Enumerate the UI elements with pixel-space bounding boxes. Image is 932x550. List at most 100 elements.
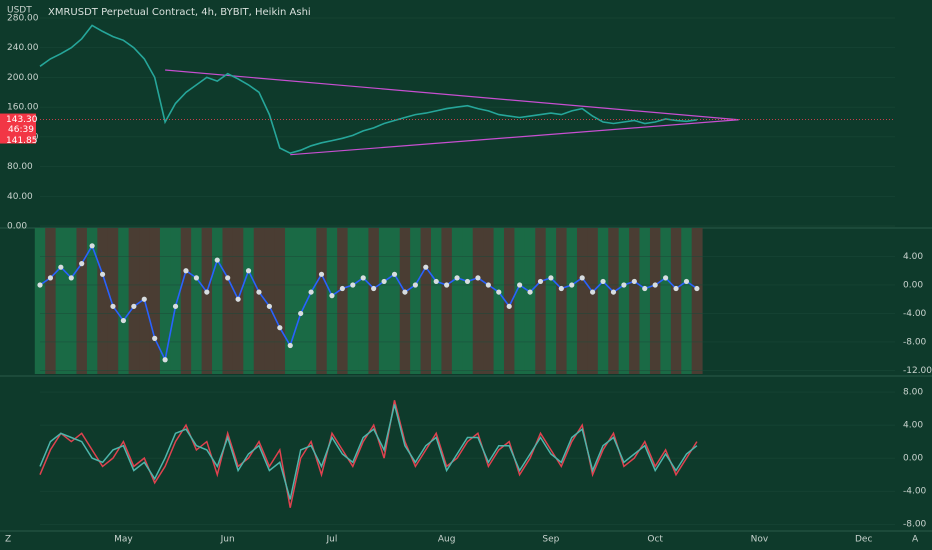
oscillator-dot bbox=[381, 278, 387, 285]
oscillator-dot bbox=[339, 285, 345, 292]
x-tick-label: Nov bbox=[751, 535, 769, 545]
y-tick-label: 80.00 bbox=[7, 162, 33, 172]
oscillator-dot bbox=[318, 271, 325, 277]
oscillator-line bbox=[39, 243, 698, 363]
background-stripe bbox=[451, 228, 463, 374]
oscillator-dot bbox=[506, 303, 512, 309]
oscillator-dot bbox=[47, 275, 54, 281]
oscillator-dot bbox=[266, 303, 272, 309]
oscillator-dot bbox=[652, 282, 658, 288]
chart-title: XMRUSDT Perpetual Contract, 4h, BYBIT, H… bbox=[48, 7, 311, 18]
background-stripe bbox=[170, 228, 182, 374]
prev-close-label: 141.85 bbox=[6, 136, 38, 146]
oscillator-dot bbox=[360, 275, 366, 281]
background-stripe bbox=[493, 228, 505, 374]
background-stripe bbox=[566, 228, 578, 374]
oscillator-dot bbox=[256, 289, 262, 295]
oscillator-dot bbox=[308, 289, 314, 295]
background-stripe bbox=[358, 228, 369, 374]
background-stripe bbox=[691, 228, 703, 374]
oscillator-dot bbox=[569, 282, 575, 288]
background-stripe bbox=[535, 228, 547, 374]
background-stripe bbox=[55, 228, 67, 374]
y-tick-label: -12.00 bbox=[903, 366, 932, 376]
trendline bbox=[165, 69, 739, 121]
background-stripe bbox=[514, 228, 526, 374]
background-stripe bbox=[378, 228, 390, 374]
background-stripe bbox=[149, 228, 161, 374]
background-stripe bbox=[305, 228, 317, 374]
background-stripe bbox=[159, 228, 171, 374]
oscillator-dot bbox=[517, 282, 523, 288]
oscillator-dot bbox=[423, 264, 429, 270]
oscillator-dot bbox=[245, 268, 252, 274]
oscillator-dot bbox=[454, 275, 460, 281]
oscillator-dot bbox=[120, 317, 127, 324]
background-stripe bbox=[410, 228, 422, 374]
oscillator-dot bbox=[402, 289, 408, 295]
oscillator-dot bbox=[172, 303, 179, 309]
y-tick-label: 0.00 bbox=[903, 280, 923, 290]
oscillator-dot bbox=[204, 289, 210, 295]
oscillator-dot bbox=[214, 257, 220, 263]
oscillator-dot bbox=[58, 264, 64, 270]
background-stripe bbox=[326, 228, 338, 374]
oscillator-dot bbox=[694, 285, 700, 292]
background-stripe bbox=[472, 228, 484, 374]
oscillator-dot bbox=[621, 282, 627, 288]
trendline bbox=[290, 119, 739, 156]
last-price-label: 143.30 bbox=[6, 115, 38, 125]
oscillator-dot bbox=[371, 285, 377, 292]
background-stripe bbox=[201, 228, 213, 374]
x-tick-label: Dec bbox=[855, 535, 872, 545]
oscillator-dot bbox=[287, 342, 293, 349]
background-stripe bbox=[97, 228, 109, 374]
oscillator-dot bbox=[89, 243, 95, 249]
oscillator-dot bbox=[642, 285, 648, 292]
oscillator-dot bbox=[298, 310, 304, 317]
background-stripe bbox=[629, 228, 641, 374]
background-stripe bbox=[462, 228, 474, 374]
oscillator-dot bbox=[433, 278, 439, 285]
background-stripe bbox=[212, 228, 223, 374]
y-tick-label: 0.00 bbox=[7, 222, 27, 232]
price-line bbox=[39, 24, 698, 155]
oscillator-dot bbox=[141, 296, 147, 302]
y-tick-label: 8.00 bbox=[903, 388, 923, 398]
x-tick-label: Aug bbox=[438, 535, 456, 545]
y-tick-label: -4.00 bbox=[903, 487, 927, 497]
oscillator-dot bbox=[548, 275, 554, 281]
y-tick-label: 4.00 bbox=[903, 252, 923, 262]
x-tick-label: Jul bbox=[326, 535, 338, 545]
background-stripe bbox=[608, 228, 620, 374]
currency-label: USDT bbox=[7, 6, 32, 16]
oscillator-dot bbox=[79, 261, 85, 267]
background-stripe bbox=[337, 228, 349, 374]
background-stripe bbox=[118, 228, 130, 374]
background-stripe bbox=[285, 228, 296, 374]
y-tick-label: -4.00 bbox=[903, 309, 927, 319]
y-tick-label: 280.00 bbox=[7, 14, 39, 24]
oscillator-dot bbox=[444, 282, 450, 288]
background-stripe bbox=[660, 228, 672, 374]
background-stripe bbox=[347, 228, 359, 374]
background-stripe bbox=[316, 228, 328, 374]
oscillator-dot bbox=[558, 285, 564, 292]
background-stripe bbox=[66, 228, 77, 374]
background-stripe bbox=[576, 228, 588, 374]
oscillator-dot bbox=[350, 282, 356, 288]
oscillator-dot bbox=[277, 325, 283, 331]
x-tick-label: Jun bbox=[220, 535, 235, 545]
background-stripe bbox=[681, 228, 693, 374]
y-tick-label: 40.00 bbox=[7, 192, 33, 202]
background-stripe bbox=[86, 228, 98, 374]
background-stripe bbox=[274, 228, 286, 374]
y-tick-label: 240.00 bbox=[7, 43, 39, 53]
background-stripe bbox=[180, 228, 192, 374]
background-stripe bbox=[45, 228, 57, 374]
oscillator-dot bbox=[485, 282, 491, 288]
y-tick-label: 4.00 bbox=[903, 421, 923, 431]
oscillator-dot bbox=[610, 289, 617, 295]
background-stripe bbox=[545, 228, 557, 374]
